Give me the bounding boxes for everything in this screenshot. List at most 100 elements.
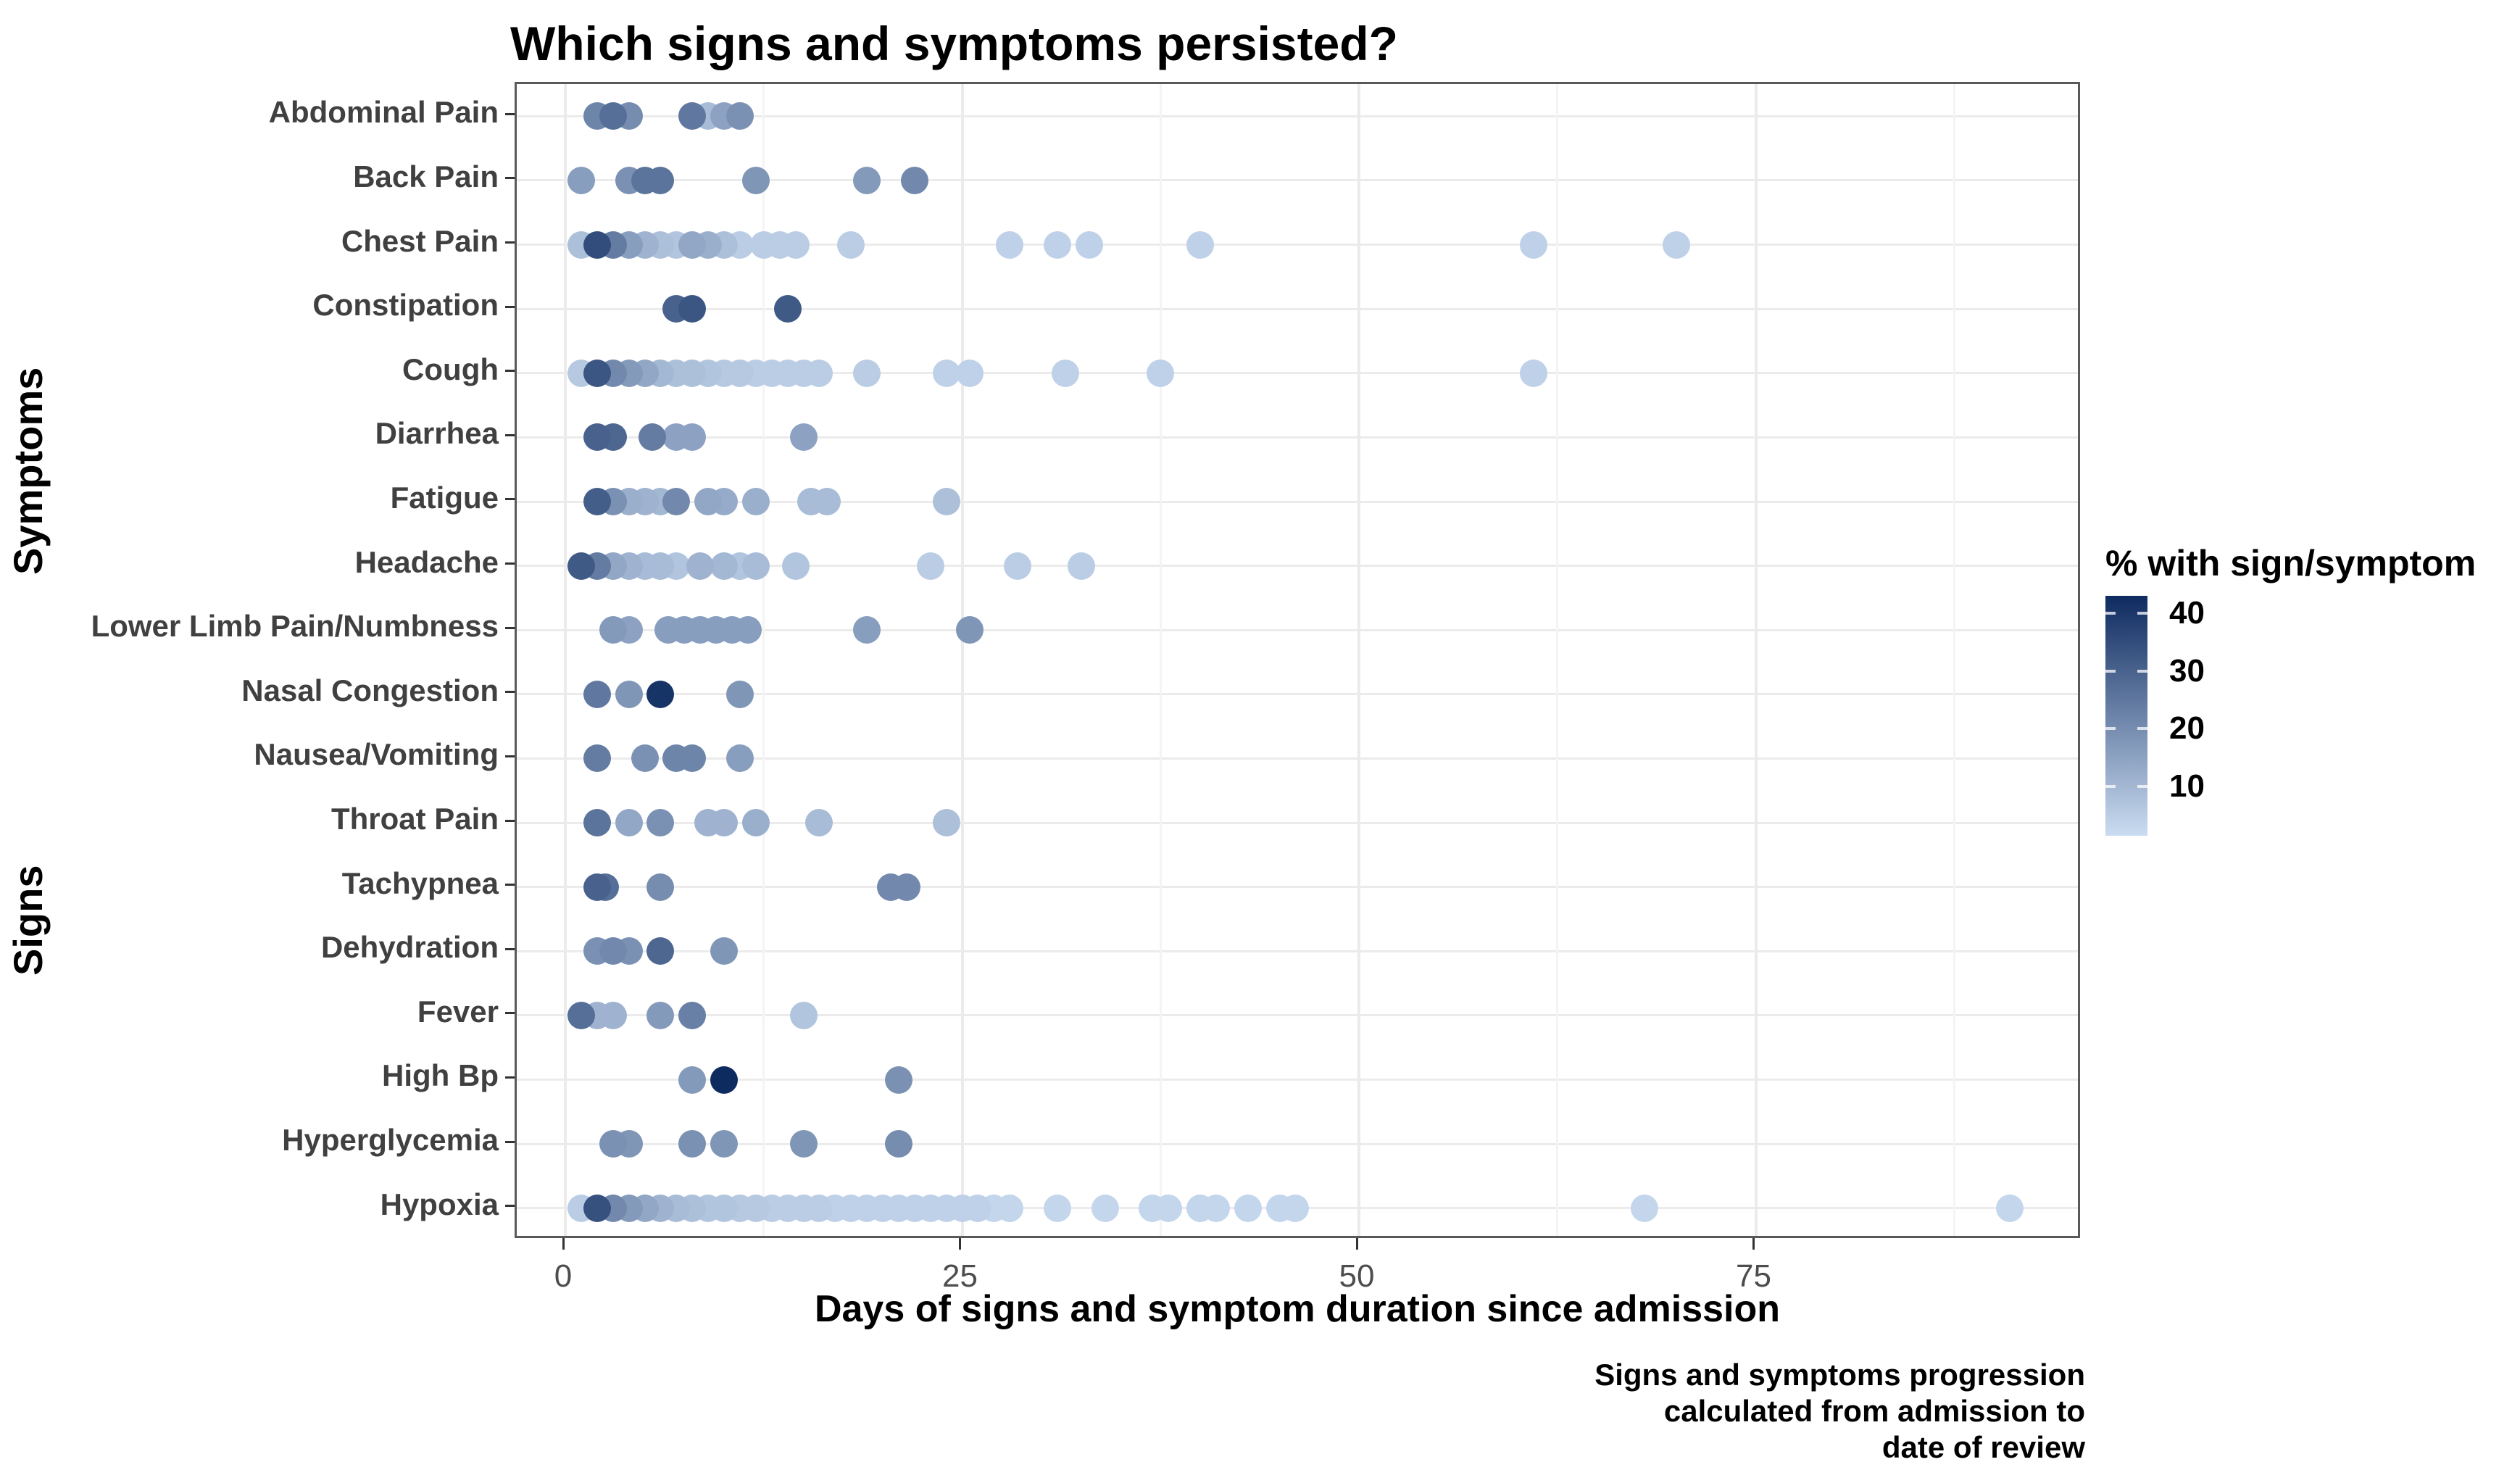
data-point <box>678 1066 707 1094</box>
data-point <box>646 1001 675 1029</box>
gridline-y-major <box>517 179 2078 182</box>
caption-line: Signs and symptoms progression <box>1594 1358 2085 1392</box>
legend-tick-mark <box>2137 611 2147 615</box>
data-point <box>725 680 754 708</box>
data-point <box>853 166 881 194</box>
data-point <box>583 488 611 515</box>
gridline-y-major <box>517 628 2078 631</box>
y-tick-mark <box>505 177 515 180</box>
legend-tick-mark <box>2137 727 2147 731</box>
data-point <box>837 230 865 259</box>
legend-tick-label: 10 <box>2169 768 2205 805</box>
data-point <box>789 423 818 452</box>
plot-panel <box>515 82 2080 1238</box>
data-point <box>805 359 833 387</box>
gridline-y-major <box>517 115 2078 117</box>
data-point <box>599 1130 627 1158</box>
gridline-x-major <box>1754 84 1758 1236</box>
data-point <box>583 1194 611 1222</box>
y-tick-mark <box>505 498 515 501</box>
x-tick-mark <box>1752 1238 1755 1250</box>
data-point <box>1663 230 1690 259</box>
y-tick-mark <box>505 1012 515 1015</box>
data-point <box>900 166 928 194</box>
gridline-y-major <box>517 821 2078 824</box>
data-point <box>853 359 881 387</box>
data-point <box>996 230 1024 259</box>
y-axis-category-label: Tachypnea <box>341 865 499 900</box>
data-point <box>583 744 611 773</box>
gridline-y-major <box>517 886 2078 889</box>
chart-title: Which signs and symptoms persisted? <box>510 17 1398 70</box>
data-point <box>710 1066 738 1094</box>
data-point <box>1631 1194 1659 1222</box>
x-tick-label: 25 <box>942 1258 978 1294</box>
data-point <box>646 166 675 194</box>
y-tick-mark <box>505 884 515 886</box>
y-tick-mark <box>505 562 515 565</box>
data-point <box>916 552 944 580</box>
data-point <box>678 423 707 452</box>
data-point <box>789 1001 818 1029</box>
data-point <box>646 873 675 901</box>
y-axis-category-label: Abdominal Pain <box>268 95 499 130</box>
data-point <box>646 937 675 965</box>
data-point <box>567 1001 595 1029</box>
legend-tick-mark <box>2137 669 2147 673</box>
gridline-x-major <box>960 84 964 1236</box>
gridline-y-major <box>517 307 2078 310</box>
data-point <box>567 552 595 580</box>
gridline-y-major <box>517 500 2078 503</box>
gridline-x-minor <box>762 84 765 1236</box>
data-point <box>678 295 707 323</box>
x-tick-label: 50 <box>1339 1258 1375 1294</box>
y-axis-category-label: Throat Pain <box>330 802 499 836</box>
data-point <box>678 102 707 130</box>
data-point <box>884 1130 912 1158</box>
data-point <box>710 552 738 580</box>
data-point <box>599 616 627 644</box>
data-point <box>694 488 723 515</box>
data-point <box>678 230 707 259</box>
data-point <box>996 1194 1024 1222</box>
data-point <box>725 744 754 773</box>
gridline-y-major <box>517 693 2078 696</box>
y-tick-mark <box>505 305 515 308</box>
y-tick-mark <box>505 947 515 950</box>
legend-tick-mark <box>2105 727 2116 731</box>
data-point <box>773 295 802 323</box>
y-tick-mark <box>505 370 515 373</box>
data-point <box>725 359 754 387</box>
y-axis-category-label: Cough <box>402 352 499 386</box>
data-point <box>615 809 643 836</box>
legend-title: % with sign/symptom <box>2105 543 2477 583</box>
x-axis-title: Days of signs and symptom duration since… <box>814 1288 1781 1330</box>
data-point <box>956 359 984 387</box>
y-axis-category-label: Nasal Congestion <box>241 673 499 707</box>
data-point <box>583 873 611 901</box>
data-point <box>1519 230 1547 259</box>
data-point <box>932 359 960 387</box>
y-axis-category-label: Hypoxia <box>380 1187 499 1221</box>
y-axis-group-label-signs: Signs <box>5 865 51 976</box>
data-point <box>710 937 738 965</box>
data-point <box>733 616 762 644</box>
gridline-y-major <box>517 1079 2078 1081</box>
y-axis-category-label: Lower Limb Pain/Numbness <box>91 609 499 644</box>
x-tick-label: 75 <box>1736 1258 1771 1294</box>
x-tick-mark <box>959 1238 961 1250</box>
data-point <box>1202 1194 1230 1222</box>
data-point <box>884 1066 912 1094</box>
data-point <box>710 1130 738 1158</box>
gridline-y-major <box>517 565 2078 568</box>
data-point <box>853 616 881 644</box>
gridline-y-major <box>517 757 2078 760</box>
data-point <box>583 423 611 452</box>
y-axis-category-label: Constipation <box>312 288 499 323</box>
data-point <box>964 1194 992 1222</box>
y-tick-mark <box>505 241 515 244</box>
data-point <box>583 359 611 387</box>
y-axis-category-label: Nausea/Vomiting <box>254 737 499 772</box>
caption-line: date of review <box>1881 1430 2085 1462</box>
